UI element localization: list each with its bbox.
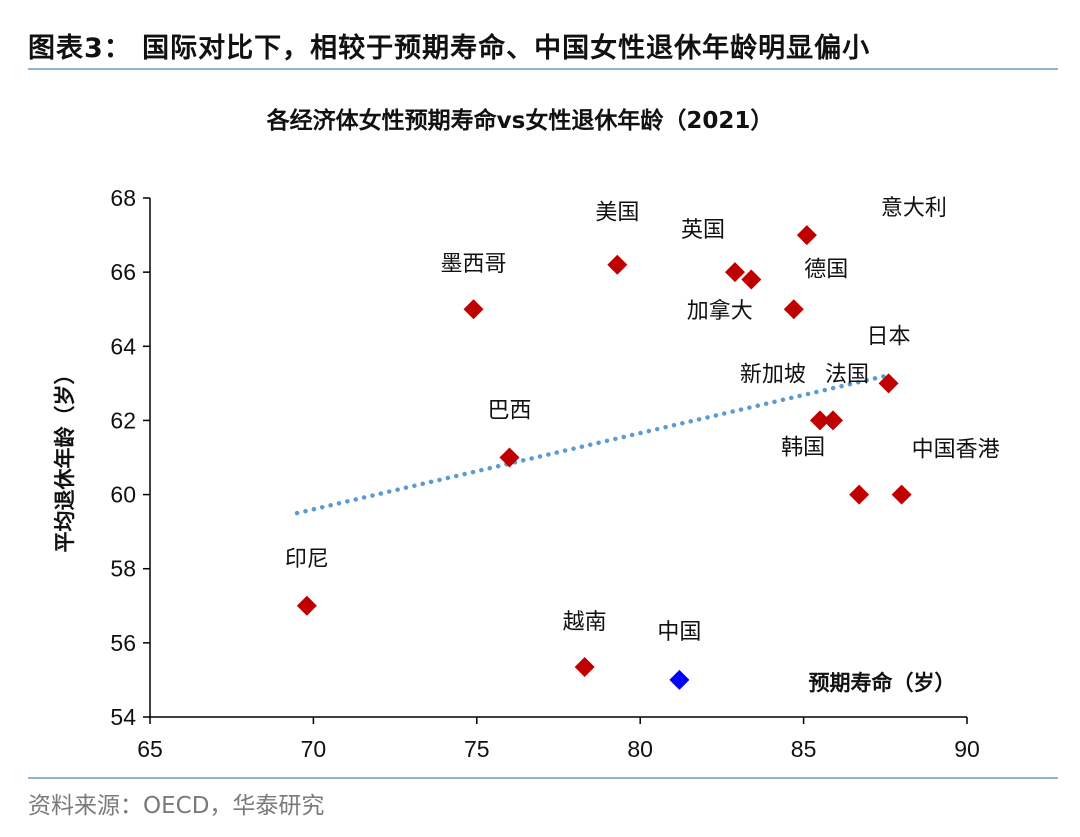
data-point-label: 意大利	[881, 196, 947, 221]
data-point	[823, 410, 844, 431]
x-tick-label: 75	[464, 736, 490, 762]
data-point	[669, 669, 690, 690]
data-point-label: 中国香港	[912, 438, 1000, 463]
data-point	[796, 225, 817, 246]
x-tick-label: 65	[137, 736, 163, 762]
points-layer	[296, 225, 912, 690]
data-point	[724, 262, 745, 283]
data-point	[741, 269, 762, 290]
x-axis-label: 预期寿命（岁）	[809, 671, 956, 695]
data-point-label: 德国	[804, 258, 848, 283]
data-point-label: 日本	[867, 324, 911, 349]
figure-header: 图表3： 国际对比下，相较于预期寿命、中国女性退休年龄明显偏小	[28, 22, 1058, 70]
y-tick-label: 54	[110, 704, 136, 730]
data-point	[849, 484, 870, 505]
data-point-label: 越南	[563, 610, 607, 635]
data-point	[574, 656, 595, 677]
data-point	[783, 299, 804, 320]
data-point-label: 韩国	[781, 436, 825, 461]
x-tick-label: 85	[791, 736, 817, 762]
figure-title: 图表3： 国际对比下，相较于预期寿命、中国女性退休年龄明显偏小	[28, 33, 871, 64]
y-tick-label: 58	[110, 556, 136, 582]
y-tick-label: 60	[110, 482, 136, 508]
data-point	[878, 373, 899, 394]
footer-rule	[28, 777, 1058, 779]
chart-title: 各经济体女性预期寿命vs女性退休年龄（2021）	[266, 107, 774, 134]
data-point-label: 墨西哥	[441, 252, 507, 277]
data-point-label: 印尼	[285, 547, 329, 572]
data-point	[499, 447, 520, 468]
data-point	[809, 410, 830, 431]
data-point-label: 加拿大	[687, 298, 753, 324]
data-point-label: 英国	[681, 218, 725, 243]
x-tick-label: 90	[954, 736, 980, 762]
data-point-label: 法国	[825, 362, 869, 387]
y-tick-label: 68	[110, 185, 136, 211]
data-point-label: 美国	[595, 201, 639, 226]
data-point	[607, 254, 628, 275]
trendline-layer	[294, 373, 888, 516]
y-tick-label: 64	[110, 333, 136, 359]
x-tick-label: 70	[301, 736, 327, 762]
y-axis-label: 平均退休年龄（岁）	[53, 364, 77, 553]
axes: 54 56 58 60 62 64 66 68 65 70 75 80 85 90	[110, 185, 979, 762]
data-point	[463, 299, 484, 320]
trendline	[294, 373, 888, 516]
data-point-label: 新加坡	[740, 362, 806, 387]
y-tick-label: 56	[110, 630, 136, 656]
x-tick-label: 80	[627, 736, 653, 762]
y-tick-label: 66	[110, 259, 136, 285]
y-tick-label: 62	[110, 407, 136, 433]
data-point	[296, 595, 317, 616]
source-note: 资料来源：OECD，华泰研究	[28, 793, 325, 819]
data-point	[891, 484, 912, 505]
data-point-label: 巴西	[487, 399, 531, 424]
data-point-label: 中国	[657, 620, 701, 645]
